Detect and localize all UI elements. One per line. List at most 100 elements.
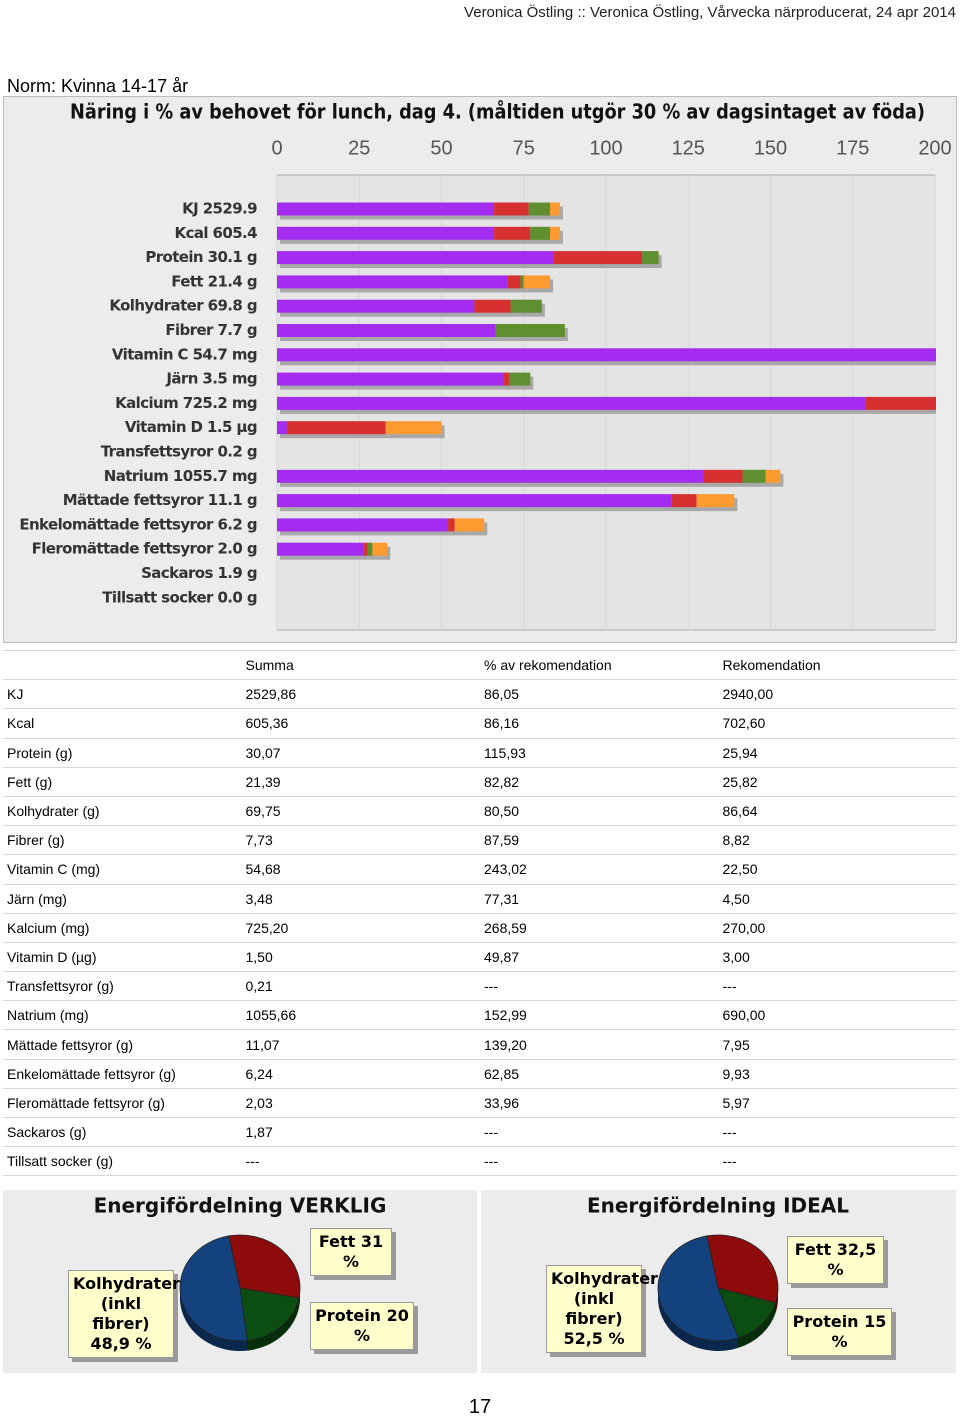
table-cell: 30,07 [241, 738, 480, 768]
category-label: Kcal 605.4 [175, 224, 258, 242]
table-cell: 86,16 [480, 708, 719, 739]
table-cell: 5,97 [718, 1088, 957, 1119]
bar-segment [765, 469, 781, 483]
table-cell: 2,03 [241, 1088, 480, 1119]
pie-slice [706, 1234, 779, 1304]
table-cell: Enkelomättade fettsyror (g) [3, 1059, 242, 1089]
table-cell: 3,48 [241, 884, 480, 914]
header-cell-empty [3, 649, 242, 681]
table-cell: 3,00 [718, 942, 957, 973]
bar-segment [528, 202, 551, 216]
bar-segment [671, 494, 697, 508]
table-cell: 1,50 [241, 942, 480, 973]
table-cell: Mättade fettsyror (g) [3, 1029, 242, 1060]
table-cell: Protein (g) [3, 738, 242, 768]
header: Veronica Östling :: Veronica Östling, Vå… [464, 4, 956, 21]
table-row: Kcal 605,36 86,16 702,60 [3, 708, 957, 739]
bar-segment [277, 494, 672, 508]
table-cell: 82,82 [480, 767, 719, 797]
bar-segment [696, 494, 735, 508]
column-header: % av rekomendation [480, 649, 719, 681]
pie-label: Protein 15 % [787, 1308, 892, 1356]
x-tick-label: 175 [836, 137, 869, 159]
category-label: Fibrer 7.7 g [165, 321, 257, 339]
x-tick-label: 75 [513, 137, 535, 159]
category-label: Kolhydrater 69.8 g [109, 297, 257, 315]
column-header: Summa [241, 649, 480, 681]
bar-segment [550, 226, 560, 240]
table-cell: Kcal [3, 708, 242, 739]
bar-segment [508, 372, 531, 386]
bar-chart: Näring i % av behovet för lunch, dag 4. … [3, 96, 957, 643]
pie-title: Energifördelning IDEAL [587, 1194, 849, 1218]
x-tick-label: 0 [271, 137, 282, 159]
bar-segment [277, 251, 554, 265]
table-cell: 22,50 [718, 854, 957, 885]
category-label: Protein 30.1 g [145, 248, 257, 266]
bar-segment [277, 469, 704, 483]
table-cell: 270,00 [718, 913, 957, 943]
table-row: Sackaros (g) 1,87 --- --- [3, 1117, 957, 1148]
table-cell: 8,82 [718, 825, 957, 856]
bar-segment [523, 275, 551, 289]
table-cell: 11,07 [241, 1029, 480, 1060]
bar-segment [277, 372, 505, 386]
table-cell: Tillsatt socker (g) [3, 1146, 242, 1177]
bars [277, 202, 936, 560]
bar-segment [385, 421, 442, 435]
bar-segment [277, 226, 495, 240]
table-cell: Järn (mg) [3, 884, 242, 914]
table-cell: --- [718, 971, 957, 1002]
pie-slice [657, 1235, 739, 1342]
bar-segment [474, 299, 511, 313]
bar-segment [530, 226, 551, 240]
bar-segment [277, 299, 475, 313]
pie-label: Fett 31 % [310, 1228, 392, 1276]
table-row: Fleromättade fettsyror (g) 2,03 33,96 5,97 [3, 1088, 957, 1119]
bar-segment [494, 202, 529, 216]
x-tick-label: 100 [589, 137, 622, 159]
category-label: Enkelomättade fettsyror 6.2 g [19, 515, 257, 533]
table-cell: Natrium (mg) [3, 1000, 242, 1031]
table-cell: 0,21 [241, 971, 480, 1002]
table-cell: Transfettsyror (g) [3, 971, 242, 1002]
bar-segment [520, 275, 524, 289]
bar-segment [504, 372, 509, 386]
bar-segment [507, 275, 521, 289]
table-row: Protein (g) 30,07 115,93 25,94 [3, 738, 957, 768]
table-row: KJ 2529,86 86,05 2940,00 [3, 679, 957, 710]
x-tick-label: 125 [672, 137, 705, 159]
pie-slice [239, 1287, 300, 1342]
pie-label: Kolhydrater (inkl fibrer) 52,5 % [546, 1265, 658, 1353]
category-label: Vitamin D 1.5 µg [125, 418, 257, 436]
table-cell: 86,64 [718, 796, 957, 827]
table-cell: Fibrer (g) [3, 825, 242, 856]
page-number: 17 [468, 1396, 492, 1418]
bar-segment [277, 542, 365, 556]
table-header-row: Summa% av rekomendation Rekomendation [3, 649, 957, 681]
table-cell: 21,39 [241, 767, 480, 797]
bar-segment [494, 226, 531, 240]
pie-slice [228, 1234, 301, 1299]
table-cell: 1,87 [241, 1117, 480, 1148]
category-label: Järn 3.5 mg [165, 370, 257, 388]
table-cell: 25,94 [718, 738, 957, 768]
table-cell: 702,60 [718, 708, 957, 739]
table-cell: Kalcium (mg) [3, 913, 242, 943]
table-cell: 4,50 [718, 884, 957, 914]
table-row: Kolhydrater (g) 69,75 80,50 86,64 [3, 796, 957, 827]
table-cell: 9,93 [718, 1059, 957, 1089]
table-cell: --- [718, 1146, 957, 1177]
pie-label: Fett 32,5 % [787, 1236, 884, 1284]
table-cell: --- [480, 1117, 719, 1148]
category-label: Kalcium 725.2 mg [115, 394, 257, 412]
bar-segment [553, 251, 643, 265]
table-cell: 54,68 [241, 854, 480, 885]
bar-segment [372, 542, 388, 556]
table-row: Kalcium (mg) 725,20 268,59 270,00 [3, 913, 957, 943]
table-cell: 87,59 [480, 825, 719, 856]
x-tick-label: 150 [754, 137, 787, 159]
table-row: Fett (g) 21,39 82,82 25,82 [3, 767, 957, 797]
table-cell: 33,96 [480, 1088, 719, 1119]
table-cell: 7,95 [718, 1029, 957, 1060]
